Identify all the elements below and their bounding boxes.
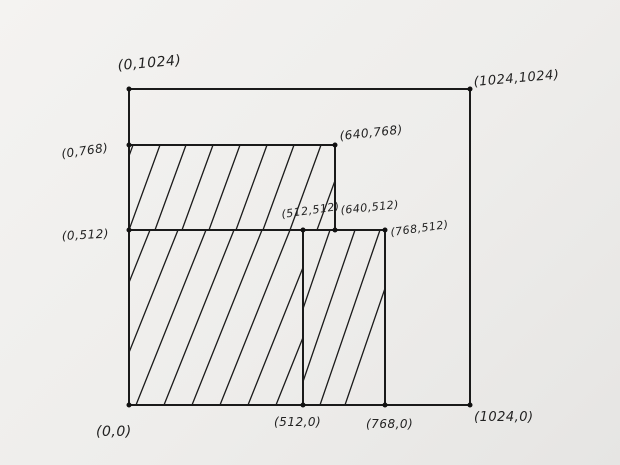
rect-bottom-left-hatched bbox=[128, 229, 304, 406]
label-origin: (0,0) bbox=[96, 424, 132, 440]
label-corner-640-768: (640,768) bbox=[339, 122, 404, 143]
hatch-bottom-left bbox=[129, 230, 303, 405]
label-bottom-512: (512,0) bbox=[274, 415, 321, 429]
label-corner-640-512: (640,512) bbox=[340, 198, 400, 217]
hatch-top bbox=[129, 145, 335, 230]
corner-dots bbox=[126, 86, 473, 408]
hatch-bottom-right bbox=[303, 230, 385, 405]
label-top-left-outer: (0,1024) bbox=[117, 52, 182, 74]
label-corner-768-512: (768,512) bbox=[390, 218, 450, 239]
rect-bottom-right-hatched bbox=[302, 229, 386, 406]
label-left-512: (0,512) bbox=[61, 227, 109, 243]
outer-square bbox=[128, 88, 471, 406]
label-mid-512-512: (512,512) bbox=[281, 200, 341, 221]
label-left-768: (0,768) bbox=[60, 141, 109, 161]
label-top-right-outer: (1024,1024) bbox=[473, 68, 560, 90]
label-bottom-768: (768,0) bbox=[366, 417, 413, 431]
label-bottom-1024: (1024,0) bbox=[474, 410, 534, 425]
